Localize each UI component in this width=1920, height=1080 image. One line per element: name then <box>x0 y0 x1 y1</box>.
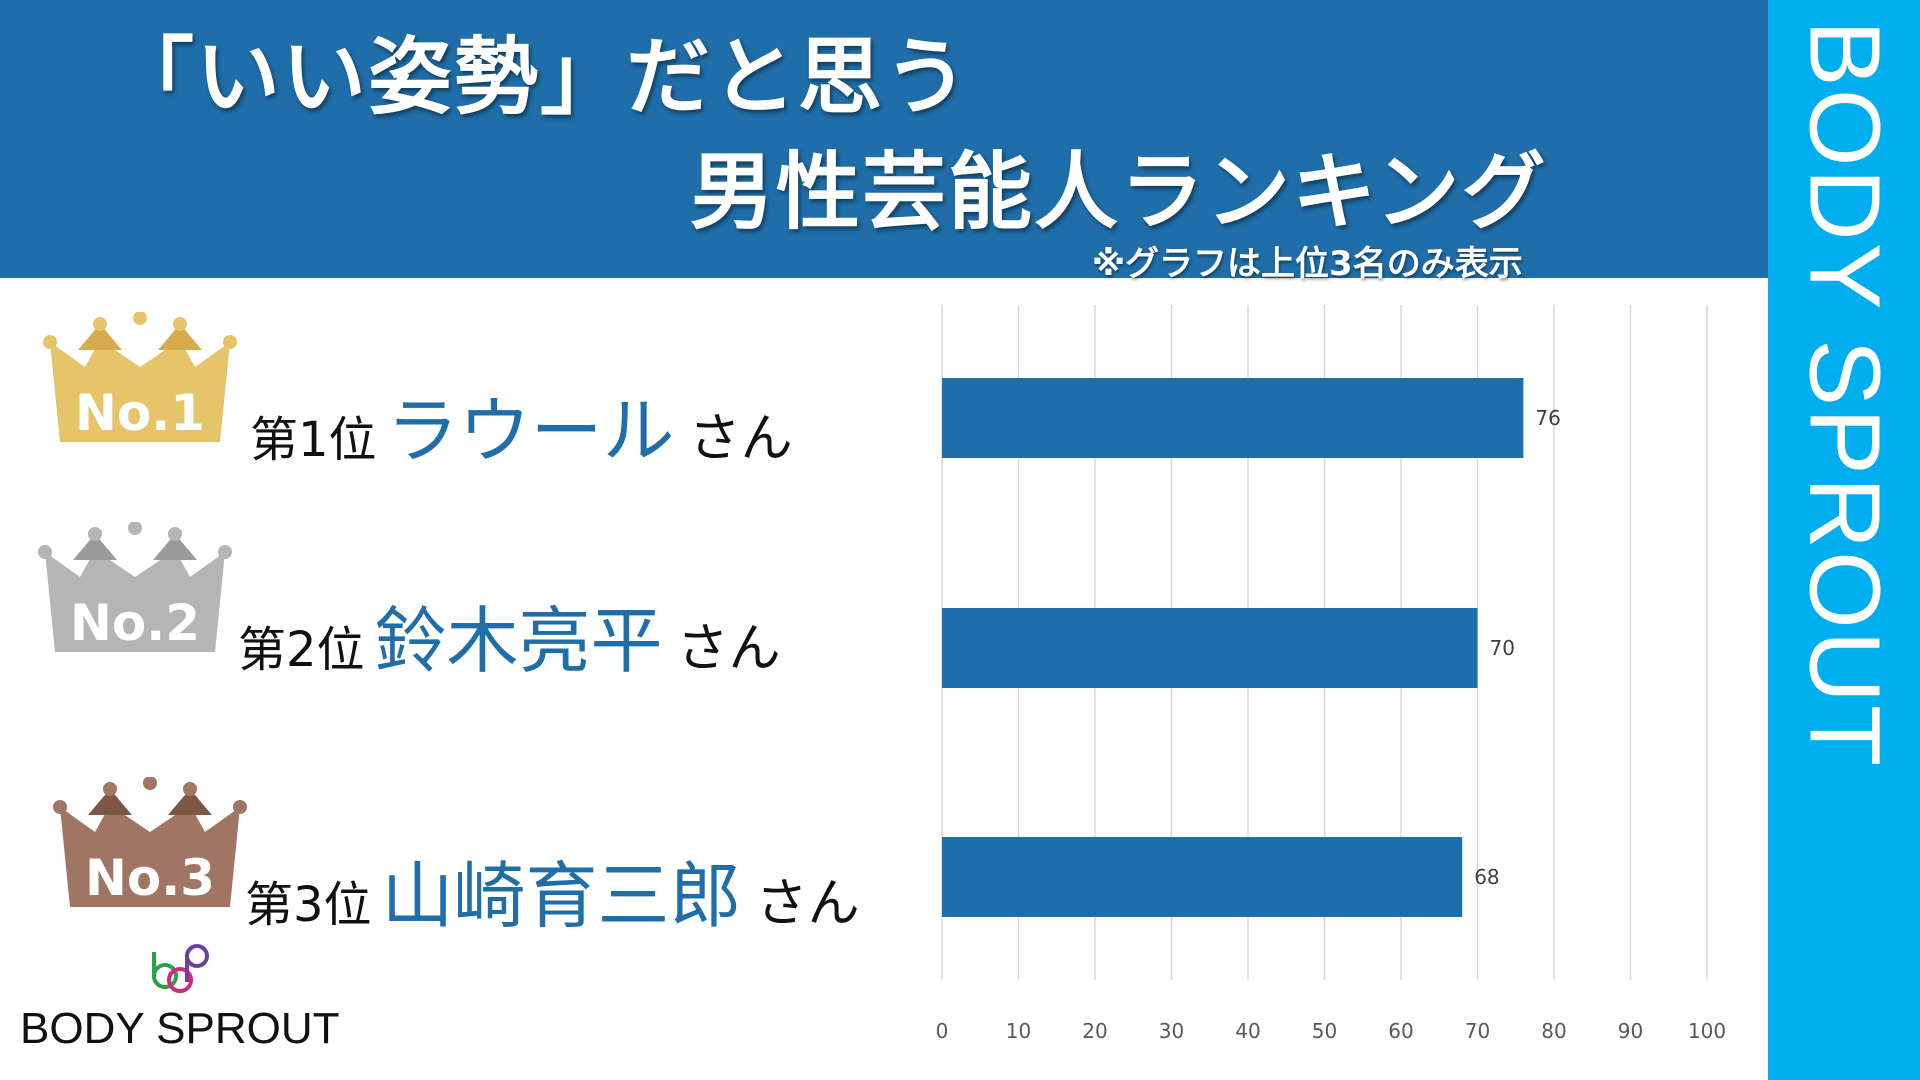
honorific-suffix: さん <box>755 874 860 934</box>
x-tick-label: 50 <box>1312 1019 1337 1043</box>
rank-entry: 第2位 鈴木亮平 さん <box>238 582 781 687</box>
rank-entry: 第3位 山崎育三郎 さん <box>245 837 860 942</box>
crown-icon: No.2 <box>38 522 232 652</box>
honorific-suffix: さん <box>688 409 793 469</box>
body-sprout-logo-icon <box>152 944 209 993</box>
side-brand-band <box>1768 0 1920 1080</box>
title-line-2: 男性芸能人ランキング <box>690 143 1548 241</box>
rank-badge-text: No.3 <box>85 849 215 907</box>
x-tick-label: 0 <box>936 1019 949 1043</box>
title-line-1: 「いい姿勢」だと思う <box>110 28 971 126</box>
x-tick-label: 40 <box>1235 1019 1260 1043</box>
celebrity-name: 山崎育三郎 <box>381 854 742 938</box>
honorific-suffix: さん <box>676 619 781 679</box>
data-label: 68 <box>1474 865 1499 889</box>
side-brand-text: BODY SPROUT <box>1788 20 1901 769</box>
crown-icon: No.3 <box>53 777 247 907</box>
bar <box>942 837 1463 917</box>
x-tick-label: 90 <box>1618 1019 1643 1043</box>
x-tick-label: 70 <box>1465 1019 1490 1043</box>
rank-position-label: 第1位 <box>250 412 377 468</box>
x-tick-label: 80 <box>1541 1019 1566 1043</box>
x-tick-label: 30 <box>1159 1019 1184 1043</box>
rank-position-label: 第3位 <box>245 877 372 933</box>
logo-text: BODY SPROUT <box>20 1004 340 1053</box>
x-tick-label: 60 <box>1388 1019 1413 1043</box>
bar <box>942 608 1478 688</box>
crown-icon: No.1 <box>43 312 237 442</box>
data-label: 76 <box>1535 406 1560 430</box>
rank-entry: 第1位 ラウール さん <box>250 372 793 477</box>
data-label: 70 <box>1490 636 1515 660</box>
rank-badge-text: No.2 <box>70 594 200 652</box>
celebrity-name: 鈴木亮平 <box>374 599 663 683</box>
chart-note: ※グラフは上位3名のみ表示 <box>1092 244 1523 284</box>
bar <box>942 378 1524 458</box>
ranking-bar-chart: 0 10 20 30 40 50 60 70 80 90 100 76 70 68 <box>936 305 1726 1043</box>
x-tick-label: 20 <box>1082 1019 1107 1043</box>
rank-position-label: 第2位 <box>238 622 365 678</box>
celebrity-name: ラウール <box>386 389 675 473</box>
x-tick-label: 100 <box>1688 1019 1726 1043</box>
header-banner: 「いい姿勢」だと思う 男性芸能人ランキング ※グラフは上位3名のみ表示 <box>0 0 1768 284</box>
x-tick-label: 10 <box>1006 1019 1031 1043</box>
rank-badge-text: No.1 <box>75 384 205 442</box>
